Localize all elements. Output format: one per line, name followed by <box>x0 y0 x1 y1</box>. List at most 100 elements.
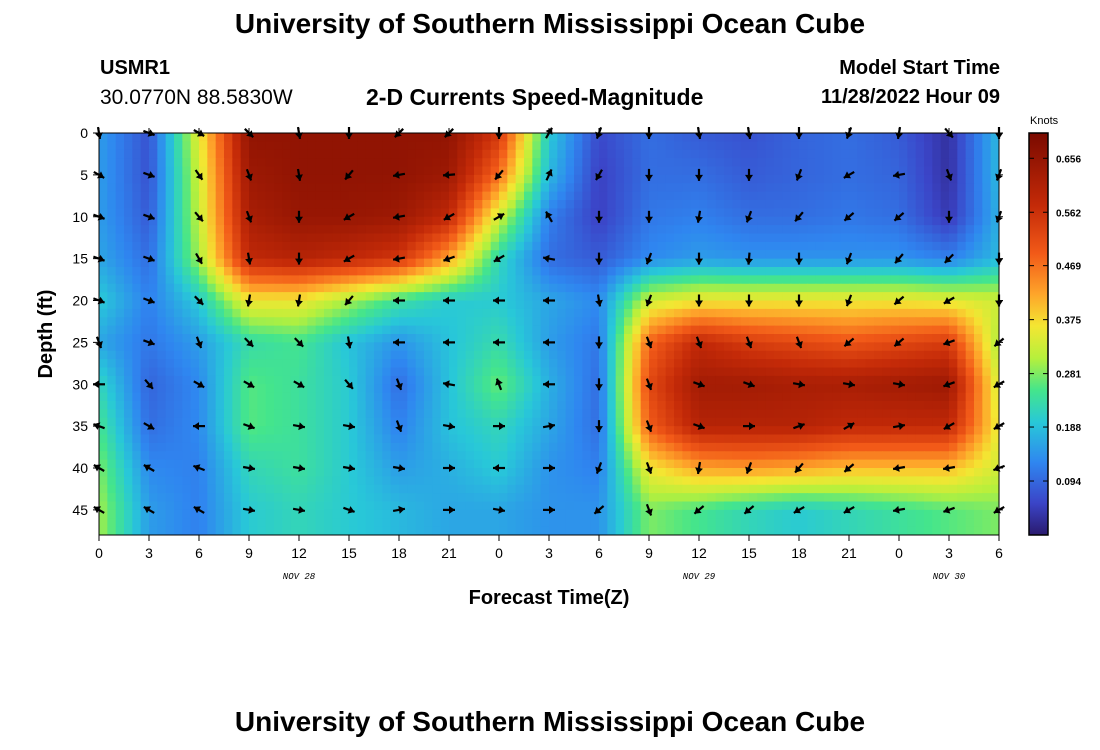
heatmap-cell <box>565 216 575 226</box>
heatmap-cell <box>232 158 242 168</box>
heatmap-cell <box>140 392 150 402</box>
heatmap-cell <box>149 141 158 151</box>
heatmap-cell <box>640 417 650 427</box>
heatmap-cell <box>682 141 692 151</box>
heatmap-cell <box>974 166 983 176</box>
heatmap-cell <box>899 375 908 385</box>
heatmap-cell <box>524 250 533 260</box>
heatmap-cell <box>457 292 467 302</box>
heatmap-cell <box>174 317 183 327</box>
heatmap-cell <box>940 468 950 477</box>
heatmap-cell <box>524 334 533 343</box>
heatmap-cell <box>624 200 633 209</box>
heatmap-cell <box>515 375 525 385</box>
heatmap-cell <box>249 426 258 436</box>
heatmap-cell <box>599 468 608 477</box>
heatmap-cell <box>807 233 817 243</box>
heatmap-cell <box>432 476 442 486</box>
heatmap-cell <box>340 149 350 159</box>
heatmap-cell <box>107 367 117 377</box>
heatmap-cell <box>932 191 942 201</box>
heatmap-cell <box>474 208 483 218</box>
heatmap-cell <box>682 367 692 377</box>
heatmap-cell <box>565 342 575 352</box>
heatmap-cell <box>574 308 583 318</box>
heatmap-cell <box>374 493 383 503</box>
heatmap-cell <box>757 216 767 226</box>
heatmap-cell <box>582 216 592 226</box>
heatmap-cell <box>799 484 808 494</box>
heatmap-cell <box>624 484 633 494</box>
heatmap-cell <box>324 325 333 335</box>
heatmap-cell <box>524 409 533 419</box>
heatmap-cell <box>374 367 383 377</box>
heatmap-cell <box>507 409 517 419</box>
heatmap-cell <box>357 183 367 193</box>
heatmap-cell <box>765 334 775 343</box>
heatmap-cell <box>582 325 592 335</box>
heatmap-cell <box>782 325 792 335</box>
heatmap-cell <box>740 451 750 461</box>
heatmap-cell <box>324 409 333 419</box>
heatmap-cell <box>774 426 783 436</box>
heatmap-cell <box>315 350 325 360</box>
heatmap-cell <box>990 166 999 176</box>
heatmap-cell <box>657 459 667 469</box>
heatmap-cell <box>282 375 292 385</box>
heatmap-cell <box>974 141 983 151</box>
heatmap-cell <box>740 166 750 176</box>
heatmap-cell <box>740 258 750 268</box>
heatmap-cell <box>374 434 383 444</box>
heatmap-cell <box>790 133 800 142</box>
heatmap-cell <box>157 350 167 360</box>
heatmap-cell <box>299 350 308 360</box>
heatmap-cell <box>715 350 725 360</box>
heatmap-cell <box>874 325 883 335</box>
heatmap-cell <box>715 258 725 268</box>
heatmap-cell <box>457 216 467 226</box>
heatmap-cell <box>657 401 667 410</box>
heatmap-cell <box>832 442 842 452</box>
heatmap-cell <box>490 267 500 276</box>
heatmap-cell <box>182 225 192 235</box>
heatmap-cell <box>474 225 483 235</box>
heatmap-cell <box>732 401 742 410</box>
heatmap-cell <box>782 434 792 444</box>
heatmap-cell <box>265 308 275 318</box>
heatmap-cell <box>674 350 683 360</box>
heatmap-cell <box>699 375 708 385</box>
heatmap-cell <box>949 225 958 235</box>
heatmap-cell <box>824 158 833 168</box>
heatmap-cell <box>840 451 850 461</box>
heatmap-cell <box>857 342 867 352</box>
heatmap-cell <box>607 409 617 419</box>
heatmap-cell <box>232 476 242 486</box>
heatmap-cell <box>274 208 283 218</box>
heatmap-cell <box>282 434 292 444</box>
heatmap-cell <box>857 350 867 360</box>
heatmap-cell <box>574 191 583 201</box>
heatmap-cell <box>907 283 917 293</box>
heatmap-cell <box>449 149 458 159</box>
heatmap-cell <box>340 166 350 176</box>
heatmap-cell <box>474 501 483 511</box>
heatmap-cell <box>890 191 900 201</box>
heatmap-cell <box>907 476 917 486</box>
heatmap-cell <box>590 334 600 343</box>
heatmap-cell <box>915 300 925 310</box>
heatmap-cell <box>632 426 642 436</box>
heatmap-cell <box>449 200 458 209</box>
heatmap-cell <box>190 476 200 486</box>
heatmap-cell <box>457 442 467 452</box>
heatmap-cell <box>682 484 692 494</box>
heatmap-cell <box>699 434 708 444</box>
heatmap-cell <box>907 258 917 268</box>
heatmap-cell <box>665 384 675 394</box>
heatmap-cell <box>474 350 483 360</box>
heatmap-cell <box>332 325 342 335</box>
heatmap-cell <box>824 459 833 469</box>
heatmap-cell <box>265 233 275 243</box>
heatmap-cell <box>332 392 342 402</box>
heatmap-cell <box>157 342 167 352</box>
heatmap-cell <box>174 258 183 268</box>
